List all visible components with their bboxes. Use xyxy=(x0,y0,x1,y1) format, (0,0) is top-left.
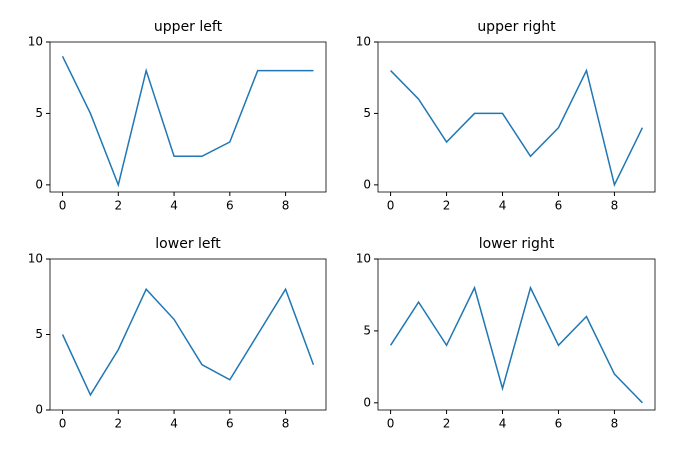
y-tick-label: 0 xyxy=(35,177,43,191)
x-tick-label: 0 xyxy=(387,199,395,213)
axes-frame xyxy=(49,258,327,411)
x-tick-label: 8 xyxy=(282,417,290,431)
y-tick-label: 10 xyxy=(356,252,371,266)
y-tick-label: 5 xyxy=(363,106,371,120)
subplot-title: lower left xyxy=(155,236,221,252)
y-tick-label: 5 xyxy=(35,327,43,341)
x-tick-label: 2 xyxy=(443,417,451,431)
y-tick-label: 10 xyxy=(28,252,43,266)
y-tick-label: 0 xyxy=(35,403,43,417)
axes-frame xyxy=(49,41,327,193)
x-tick-label: 4 xyxy=(170,199,178,213)
x-tick-label: 4 xyxy=(170,417,178,431)
x-tick-label: 6 xyxy=(555,199,563,213)
subplot-title: upper right xyxy=(477,19,556,35)
x-tick-label: 0 xyxy=(59,417,67,431)
x-tick-label: 6 xyxy=(555,417,563,431)
x-tick-label: 0 xyxy=(387,417,395,431)
line xyxy=(61,55,314,188)
x-tick-label: 8 xyxy=(282,199,290,213)
x-tick-label: 6 xyxy=(226,417,234,431)
line xyxy=(61,287,315,397)
subplot-title: lower right xyxy=(479,236,555,252)
x-tick-label: 2 xyxy=(114,417,122,431)
x-tick-label: 4 xyxy=(499,417,507,431)
y-tick-label: 5 xyxy=(363,323,371,337)
axes-frame xyxy=(377,258,656,411)
axes-frame xyxy=(377,41,656,193)
x-tick-label: 2 xyxy=(443,199,451,213)
y-tick-label: 0 xyxy=(363,395,371,409)
x-tick-label: 8 xyxy=(611,199,619,213)
y-tick-label: 10 xyxy=(356,35,371,49)
x-tick-label: 2 xyxy=(114,199,122,213)
x-tick-label: 6 xyxy=(226,199,234,213)
subplot-title: upper left xyxy=(154,19,223,35)
x-tick-label: 4 xyxy=(499,199,507,213)
line xyxy=(389,285,643,404)
x-tick-label: 8 xyxy=(611,417,619,431)
line xyxy=(390,68,644,188)
y-tick-label: 0 xyxy=(363,177,371,191)
x-tick-label: 0 xyxy=(59,199,67,213)
y-tick-label: 10 xyxy=(28,35,43,49)
y-tick-label: 5 xyxy=(35,106,43,120)
